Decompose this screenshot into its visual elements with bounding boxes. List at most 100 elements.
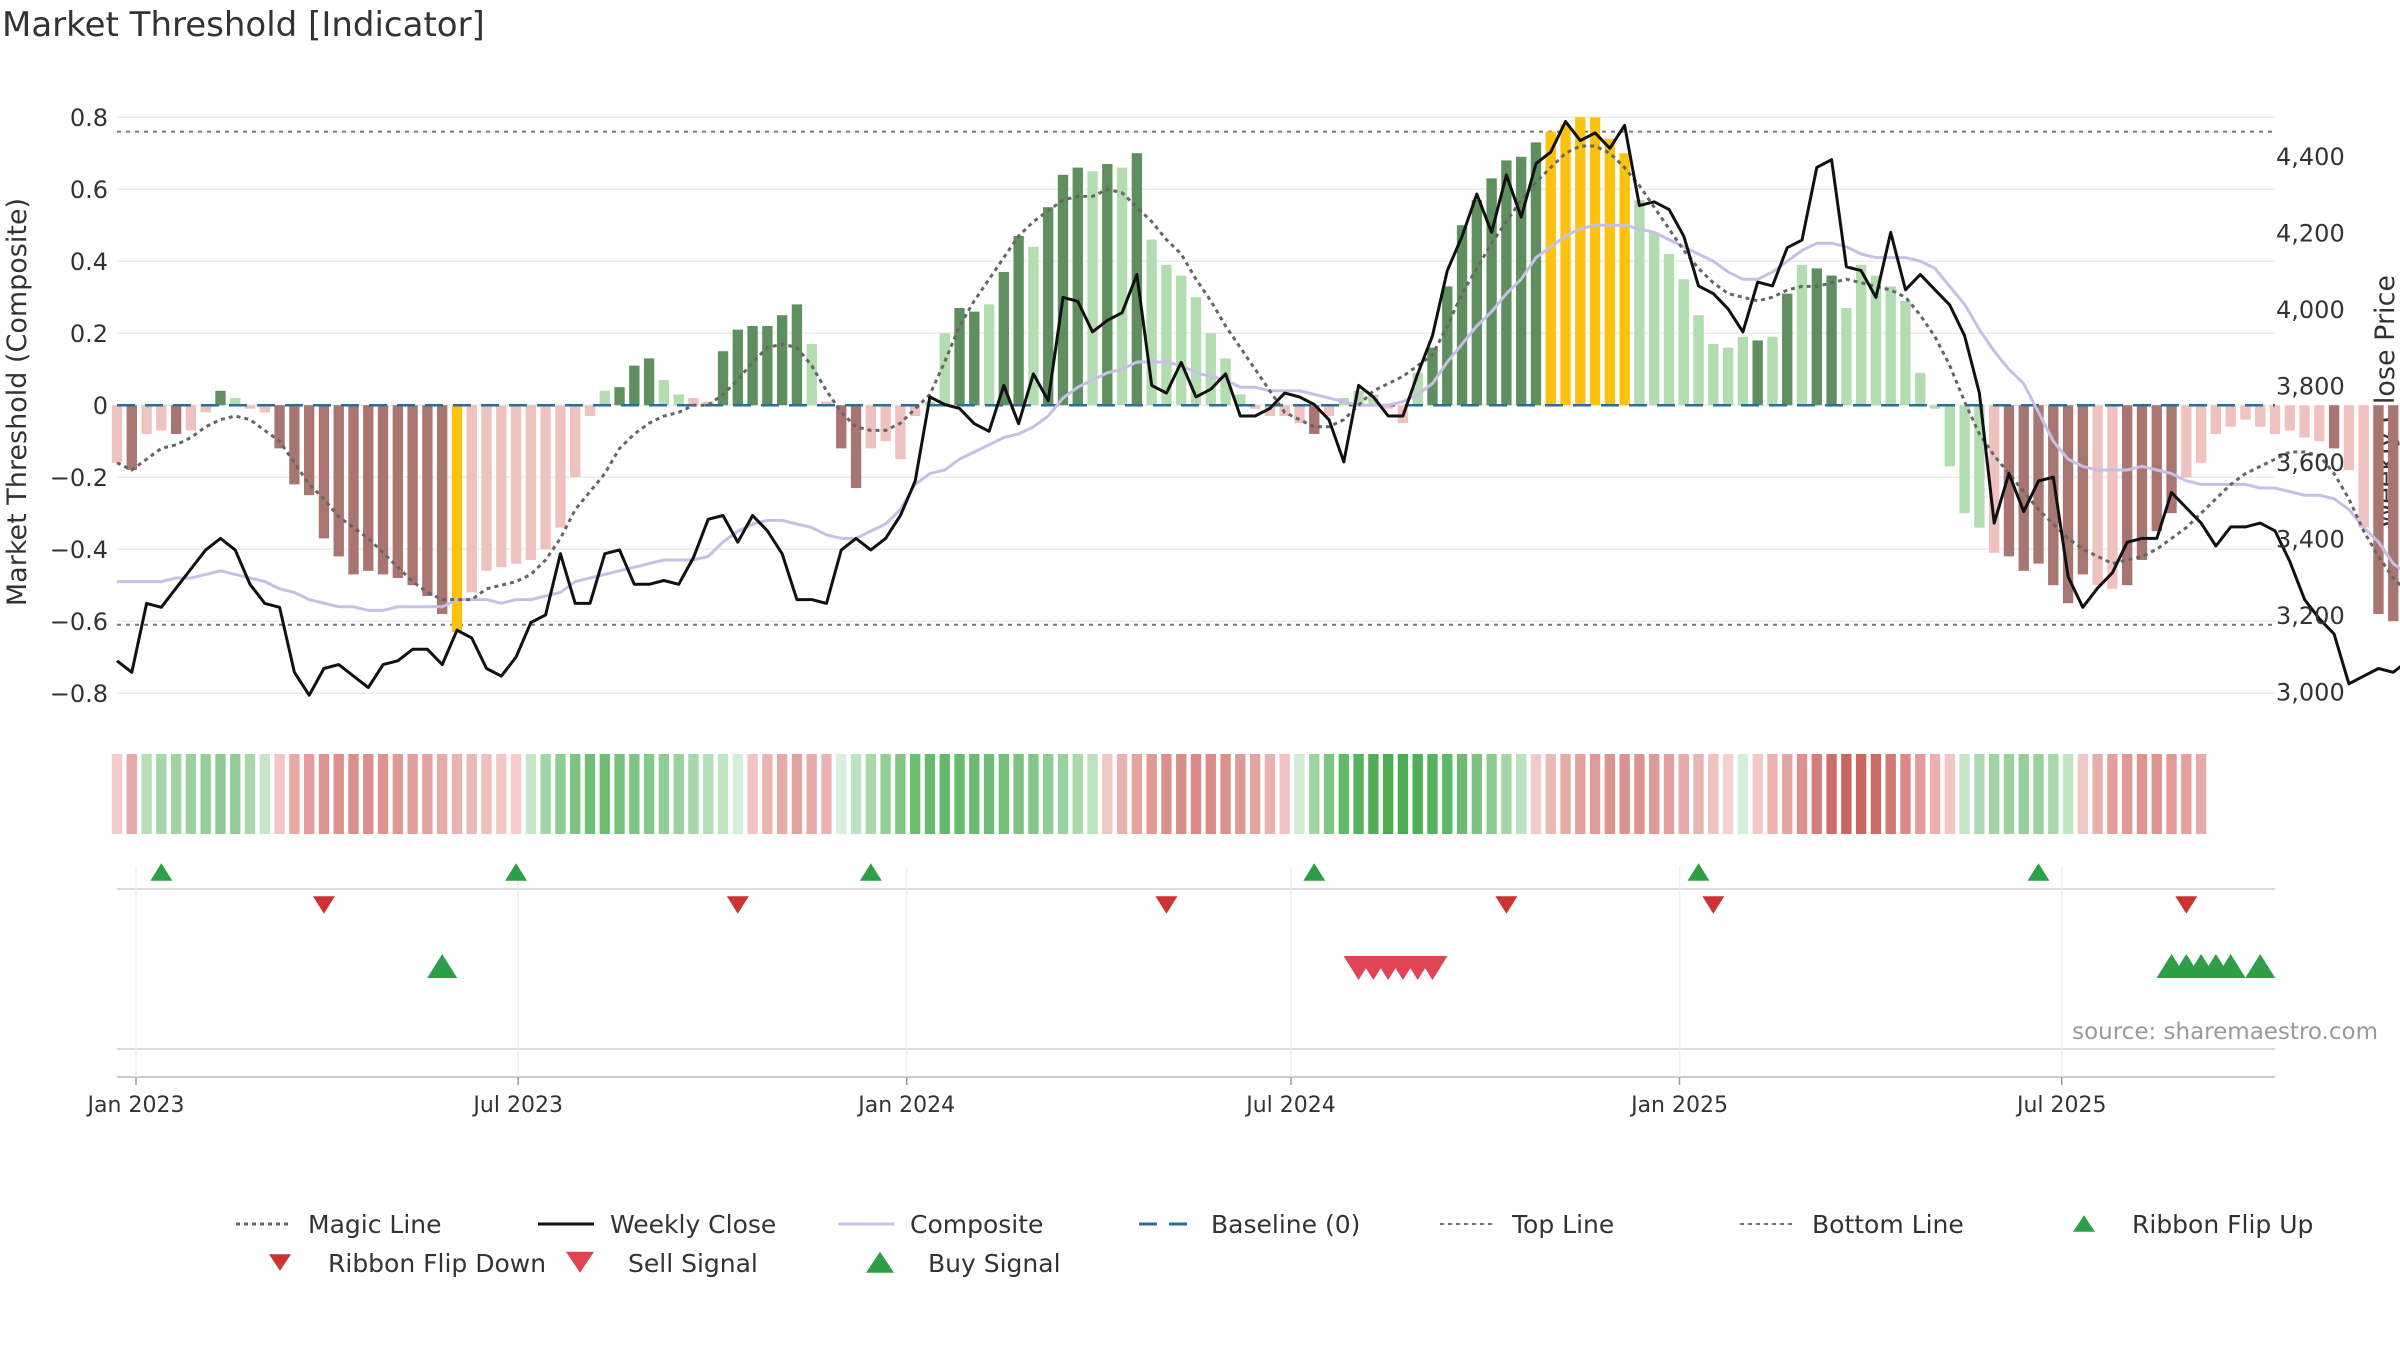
ribbon-cell — [2107, 754, 2118, 834]
composite-bar — [1929, 405, 1941, 409]
ribbon-cell — [1442, 754, 1453, 834]
legend-label: Sell Signal — [628, 1249, 758, 1278]
ribbon-cell — [2122, 754, 2133, 834]
legend-swatch-icon — [2073, 1215, 2095, 1232]
composite-bar — [1190, 297, 1202, 406]
composite-bars-layer — [111, 117, 2399, 632]
ribbon-cell — [895, 754, 906, 834]
composite-bar — [1841, 308, 1852, 406]
ribbon-cell — [333, 754, 344, 834]
ribbon-cell — [599, 754, 610, 834]
ribbon-flip-up-marker — [2027, 863, 2050, 881]
ribbon-cell — [791, 754, 803, 834]
composite-bar — [1043, 207, 1054, 406]
ribbon-cell — [969, 754, 980, 834]
ribbon-cell — [1678, 754, 1689, 834]
ribbon-cell — [1072, 754, 1083, 834]
ribbon-cell — [289, 754, 300, 834]
ribbon-cell — [1116, 754, 1128, 834]
composite-bar — [2269, 405, 2281, 434]
ribbon-cell — [1782, 754, 1793, 834]
ribbon-cell — [1575, 754, 1586, 834]
ribbon-cell — [1826, 754, 1837, 834]
ribbon-cell — [1249, 754, 1261, 834]
composite-bar — [1545, 131, 1556, 406]
source-note: source: sharemaestro.com — [2072, 1019, 2378, 1045]
ribbon-cell — [1471, 754, 1483, 834]
ribbon-cell — [555, 754, 566, 834]
composite-bar — [806, 344, 817, 406]
ribbon-cell — [1708, 754, 1719, 834]
legend-swatch-icon — [566, 1251, 594, 1273]
ribbon-cell — [274, 754, 285, 834]
ribbon-cell — [1900, 754, 1911, 834]
y-left-tick-label: 0 — [93, 392, 108, 420]
ribbon-cell — [1353, 754, 1364, 834]
composite-bar — [614, 387, 625, 406]
legend-item: Composite — [838, 1210, 1043, 1239]
composite-bar — [673, 394, 684, 406]
ribbon-cell — [747, 754, 758, 834]
ribbon-cell — [1057, 754, 1069, 834]
composite-bar — [1087, 171, 1098, 406]
composite-bar — [1013, 236, 1024, 406]
ribbon-cell — [717, 754, 729, 834]
ribbon-cell — [2048, 754, 2059, 834]
x-tick-label: Jul 2025 — [2015, 1093, 2107, 1118]
y-axis-left-label: Market Threshold (Composite) — [2, 198, 33, 606]
composite-bar — [2048, 405, 2059, 586]
composite-bar — [2062, 405, 2074, 604]
ribbon-flip-up-marker — [1687, 863, 1710, 881]
composite-bar — [2284, 405, 2295, 431]
composite-bar — [1294, 405, 1305, 424]
ribbon-cell — [570, 754, 581, 834]
ribbon-cell — [437, 754, 448, 834]
ribbon-cell — [1397, 754, 1409, 834]
ribbon-cell — [703, 754, 714, 834]
ribbon-cell — [2151, 754, 2162, 834]
ribbon-cell — [1412, 754, 1423, 834]
signals-layer — [117, 863, 2276, 1078]
composite-bar — [377, 405, 389, 575]
ribbon-cell — [836, 754, 847, 834]
composite-bar — [2018, 405, 2029, 571]
legend-label: Buy Signal — [928, 1249, 1061, 1278]
ribbon-cell — [1176, 754, 1187, 834]
composite-bar — [1412, 372, 1423, 406]
ribbon-cell — [200, 754, 211, 834]
composite-bar — [510, 405, 522, 564]
ribbon-cell — [1604, 754, 1616, 834]
composite-bar — [496, 405, 507, 568]
composite-bar — [407, 405, 418, 586]
ribbon-cell — [1190, 754, 1202, 834]
composite-bar — [2225, 405, 2236, 427]
ribbon-cell — [348, 754, 359, 834]
x-tick-label: Jan 2024 — [856, 1093, 955, 1118]
composite-bar — [1501, 160, 1512, 406]
ribbon-cell — [1264, 754, 1276, 834]
composite-bar — [185, 405, 197, 431]
ribbon-cell — [259, 754, 270, 834]
legend-item: Bottom Line — [1740, 1210, 1964, 1239]
composite-bar — [2195, 405, 2207, 463]
composite-bar — [1264, 405, 1276, 416]
composite-bar — [2136, 405, 2148, 560]
ribbon-cell — [924, 754, 936, 834]
ribbon-cell — [303, 754, 315, 834]
ribbon-cell — [1235, 754, 1246, 834]
composite-bar — [2358, 405, 2369, 528]
composite-bar — [1530, 142, 1542, 406]
ribbon-cell — [1767, 754, 1778, 834]
legend-item: Top Line — [1440, 1210, 1614, 1239]
composite-bar — [1988, 405, 2000, 553]
ribbon-flip-down-marker — [2175, 896, 2198, 914]
composite-bar — [1649, 232, 1660, 406]
composite-bar — [1560, 124, 1571, 406]
composite-bar — [525, 405, 537, 560]
ribbon-cell — [1929, 754, 1941, 834]
composite-bar — [1796, 264, 1808, 406]
ribbon-cell — [1796, 754, 1808, 834]
composite-bar — [156, 405, 167, 431]
ribbon-cell — [481, 754, 492, 834]
ribbon-cell — [1560, 754, 1571, 834]
